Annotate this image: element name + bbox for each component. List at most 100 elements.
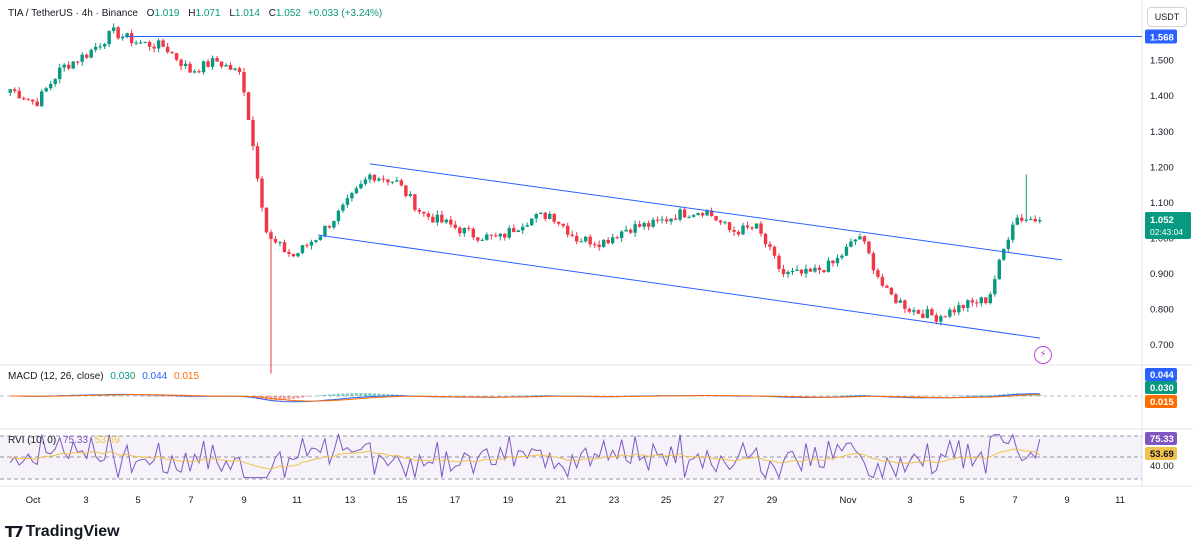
- symbol-title[interactable]: TIA / TetherUS · 4h · Binance: [8, 8, 138, 19]
- time-tick-label: 5: [135, 495, 140, 506]
- candle-body: [574, 235, 579, 242]
- price-tick-label: 1.100: [1150, 198, 1174, 209]
- candle-body: [548, 213, 552, 219]
- candle-body: [633, 224, 637, 233]
- tradingview-logo[interactable]: 𝗧𝟳 TradingView: [5, 523, 120, 541]
- candle-body: [966, 300, 970, 308]
- candle-body: [997, 259, 1001, 280]
- macd-histogram-bar: [179, 396, 183, 398]
- candle-body: [552, 213, 556, 222]
- macd-histogram-bar: [345, 393, 349, 396]
- price-tick-label: 0.800: [1150, 305, 1174, 316]
- candle-body: [354, 188, 359, 194]
- candle-body: [781, 268, 786, 275]
- time-tick-label: 21: [556, 495, 567, 506]
- price-tick-label: 1.300: [1150, 127, 1174, 138]
- candle-body: [772, 246, 777, 256]
- macd-histogram-bar: [152, 396, 156, 397]
- candle-body: [741, 225, 745, 235]
- candle-body: [557, 221, 561, 224]
- macd-histogram-bar: [341, 393, 345, 396]
- candle-body: [858, 236, 862, 240]
- macd-histogram-bar: [997, 394, 1001, 396]
- time-tick-label: Nov: [840, 495, 857, 506]
- candle-body: [165, 46, 170, 53]
- time-tick-label: 9: [1064, 495, 1069, 506]
- macd-hist-value: 0.015: [174, 371, 200, 382]
- candle-body: [570, 234, 574, 236]
- rvi-line: [9, 432, 1041, 480]
- candle-body: [1024, 219, 1028, 221]
- lightning-icon[interactable]: ⚡: [1034, 346, 1052, 364]
- candle-body: [291, 253, 296, 257]
- countdown-label: 02:43:04: [1150, 227, 1183, 237]
- rvi-axis-label: 53.69: [1150, 449, 1174, 460]
- macd-histogram-bar: [539, 395, 543, 396]
- macd-histogram-bar: [453, 396, 457, 397]
- time-tick-label: 11: [1115, 495, 1125, 506]
- candle-body: [790, 271, 795, 273]
- candle-body: [835, 257, 840, 264]
- macd-histogram-bar: [462, 396, 466, 397]
- candle-body: [66, 64, 71, 69]
- macd-histogram-bar: [291, 396, 296, 399]
- candle-body: [107, 30, 111, 45]
- macd-title[interactable]: MACD (12, 26, close): [8, 371, 104, 382]
- candle-body: [952, 309, 957, 313]
- brand-name: TradingView: [25, 523, 120, 540]
- candle-body: [152, 46, 156, 49]
- candle-body: [750, 227, 754, 229]
- candle-body: [40, 91, 44, 107]
- candle-body: [988, 294, 993, 304]
- candle-body: [233, 68, 237, 70]
- candle-body: [1006, 239, 1010, 249]
- macd-axis-label: 0.030: [1150, 383, 1174, 394]
- macd-histogram-bar: [975, 395, 979, 396]
- time-tick-label: 7: [1012, 495, 1017, 506]
- candle-body: [489, 234, 493, 236]
- price-tick-label: 0.700: [1150, 340, 1174, 351]
- candle-body: [120, 36, 125, 39]
- candle-body: [795, 269, 799, 272]
- candle-body: [435, 214, 440, 223]
- candle-body: [934, 315, 939, 322]
- candle-body: [705, 210, 709, 216]
- candle-body: [170, 52, 174, 54]
- candle-body: [278, 242, 282, 244]
- macd-histogram-bar: [332, 394, 336, 396]
- candle-body: [246, 92, 251, 121]
- candle-body: [840, 255, 844, 258]
- candle-body: [26, 99, 30, 101]
- candle-body: [844, 246, 849, 256]
- rvi-value: 75.33: [62, 435, 88, 446]
- candle-body: [53, 79, 57, 84]
- candle-body: [111, 27, 116, 31]
- candle-body: [903, 300, 907, 309]
- candle-body: [498, 233, 502, 237]
- candle-body: [336, 210, 341, 222]
- macd-histogram-bar: [853, 394, 858, 396]
- rvi-title[interactable]: RVI (10, 0): [8, 435, 57, 446]
- macd-histogram-bar: [530, 395, 534, 396]
- candle-body: [395, 180, 399, 182]
- macd-histogram-bar: [808, 396, 813, 397]
- candle-body: [628, 229, 633, 233]
- currency-button[interactable]: USDT: [1147, 7, 1187, 27]
- macd-histogram-bar: [363, 393, 367, 396]
- macd-histogram-bar: [862, 394, 866, 396]
- candle-body: [138, 42, 143, 44]
- candle-body: [471, 228, 476, 238]
- macd-histogram-bar: [278, 396, 282, 401]
- candle-body: [718, 220, 723, 223]
- candle-body: [723, 222, 727, 224]
- candle-body: [714, 216, 718, 221]
- candle-body: [210, 58, 215, 67]
- candle-body: [867, 241, 871, 254]
- macd-histogram-bar: [1038, 394, 1042, 396]
- candle-body: [709, 210, 714, 217]
- time-tick-label: 27: [714, 495, 725, 506]
- candle-body: [494, 235, 498, 237]
- candle-body: [876, 270, 880, 277]
- candle-body: [359, 183, 363, 189]
- candle-body: [426, 213, 431, 217]
